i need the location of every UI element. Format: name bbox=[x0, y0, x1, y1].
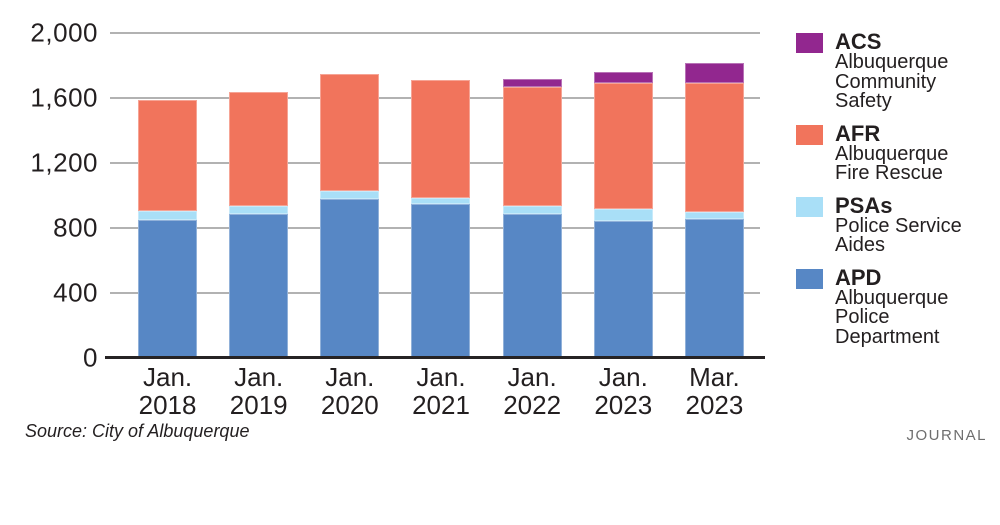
legend-item-apd: APD Albuquerque Police Department bbox=[796, 264, 985, 348]
bar-segment-apd-mar-2023 bbox=[684, 219, 744, 358]
bar-segment-psas-jan-2020 bbox=[320, 190, 380, 199]
legend-desc-afr: Albuquerque Fire Rescue bbox=[835, 142, 949, 184]
bar-segment-acs-mar-2023 bbox=[684, 63, 744, 83]
legend-desc-apd: Albuquerque Police Department bbox=[835, 286, 949, 348]
bar-jan-2021 bbox=[411, 33, 471, 358]
bar-jan-2020 bbox=[320, 33, 380, 358]
bar-segment-apd-jan-2021 bbox=[411, 203, 471, 358]
plot-area bbox=[105, 32, 765, 359]
bar-jan-2022 bbox=[502, 33, 562, 358]
legend-label-acs: ACS Albuquerque Community Safety bbox=[835, 31, 985, 112]
gridline-2000 bbox=[110, 32, 760, 34]
x-axis-line bbox=[105, 356, 765, 359]
legend-label-apd: APD Albuquerque Police Department bbox=[835, 264, 985, 348]
legend-item-psas: PSAs Police Service Aides bbox=[796, 192, 985, 256]
y-tick-label-800: 800 bbox=[53, 212, 98, 243]
x-axis: Jan. 2018 Jan. 2019 Jan. 2020 Jan. 2021 Jan.… bbox=[110, 363, 760, 419]
legend-item-acs: ACS Albuquerque Community Safety bbox=[796, 31, 985, 112]
bar-segment-afr-jan-2018 bbox=[138, 100, 198, 211]
legend-abbr-psas: PSAs bbox=[835, 192, 893, 218]
bar-segment-psas-jan-2023 bbox=[593, 209, 653, 221]
bar-segment-afr-jan-2022 bbox=[502, 87, 562, 207]
y-tick-label-400: 400 bbox=[53, 277, 98, 308]
legend-desc-acs: Albuquerque Community Safety bbox=[835, 51, 949, 112]
legend-swatch-psas bbox=[796, 196, 823, 217]
legend-swatch-afr bbox=[796, 124, 823, 145]
x-tick-label-mar-2023: Mar. 2023 bbox=[685, 362, 744, 420]
bar-segment-afr-jan-2020 bbox=[320, 73, 380, 191]
x-tick-label-jan-2018: Jan. 2018 bbox=[138, 362, 197, 420]
x-tick-label-jan-2022: Jan. 2022 bbox=[503, 362, 562, 420]
bar-segment-psas-jan-2019 bbox=[229, 206, 289, 215]
journal-brand: JOURNAL bbox=[906, 427, 987, 444]
legend-desc-psas: Police Service Aides bbox=[835, 214, 962, 256]
bar-segment-psas-jan-2022 bbox=[502, 206, 562, 215]
bar-segment-apd-jan-2018 bbox=[138, 219, 198, 358]
bar-mar-2023 bbox=[684, 33, 744, 358]
bar-segment-psas-mar-2023 bbox=[684, 211, 744, 220]
legend-swatch-acs bbox=[796, 33, 823, 53]
legend: ACS Albuquerque Community Safety AFR Albuqu… bbox=[796, 31, 985, 347]
legend-abbr-acs: ACS bbox=[835, 29, 882, 54]
x-tick-label-jan-2019: Jan. 2019 bbox=[229, 362, 288, 420]
bar-jan-2019 bbox=[229, 33, 289, 358]
bar-segment-afr-jan-2023 bbox=[593, 82, 653, 210]
legend-label-psas: PSAs Police Service Aides bbox=[835, 192, 985, 256]
bar-segment-apd-jan-2020 bbox=[320, 198, 380, 358]
y-tick-label-2000: 2,000 bbox=[30, 17, 98, 48]
bar-segment-afr-mar-2023 bbox=[684, 82, 744, 212]
bar-segment-afr-jan-2019 bbox=[229, 91, 289, 207]
bar-segment-afr-jan-2021 bbox=[411, 80, 471, 198]
bar-segment-acs-jan-2023 bbox=[593, 72, 653, 83]
legend-item-afr: AFR Albuquerque Fire Rescue bbox=[796, 120, 985, 184]
bar-segment-psas-jan-2021 bbox=[411, 197, 471, 204]
x-tick-label-jan-2020: Jan. 2020 bbox=[320, 362, 379, 420]
bar-segment-psas-jan-2018 bbox=[138, 210, 198, 220]
x-tick-label-jan-2023: Jan. 2023 bbox=[594, 362, 653, 420]
legend-abbr-afr: AFR bbox=[835, 120, 881, 146]
source-note: Source: City of Albuquerque bbox=[25, 421, 250, 441]
bar-group bbox=[110, 33, 760, 358]
legend-abbr-apd: APD bbox=[835, 264, 882, 290]
y-tick-label-1600: 1,600 bbox=[30, 82, 98, 113]
y-tick-label-0: 0 bbox=[83, 342, 98, 373]
legend-swatch-apd bbox=[796, 268, 823, 289]
bar-jan-2023 bbox=[593, 33, 653, 358]
bar-segment-apd-jan-2022 bbox=[502, 214, 562, 358]
y-axis: 2,000 1,600 1,200 800 400 0 bbox=[0, 18, 98, 373]
bar-jan-2018 bbox=[138, 33, 198, 358]
y-tick-label-1200: 1,200 bbox=[30, 147, 98, 178]
x-tick-label-jan-2021: Jan. 2021 bbox=[412, 362, 470, 420]
bar-segment-acs-jan-2022 bbox=[502, 78, 562, 88]
bar-segment-apd-jan-2023 bbox=[593, 220, 653, 358]
bar-segment-apd-jan-2019 bbox=[229, 214, 289, 358]
legend-label-afr: AFR Albuquerque Fire Rescue bbox=[835, 120, 985, 184]
